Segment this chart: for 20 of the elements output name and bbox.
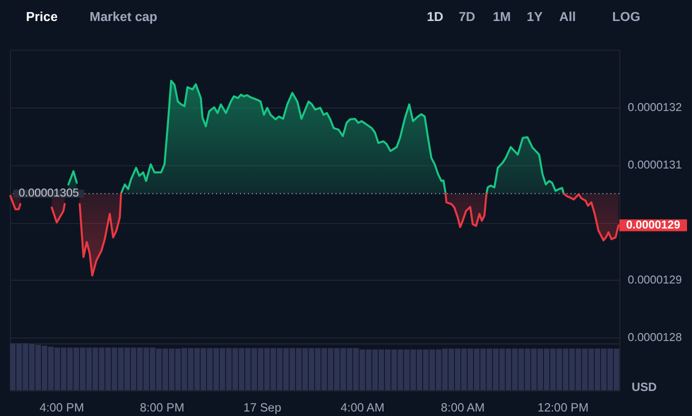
text: 7D [458, 8, 476, 24]
y-tick-label: 0.0000128 [628, 332, 682, 344]
ref-line-label: 0.00001305 [18, 188, 80, 200]
y-tick-label: 0.0000129 [628, 274, 682, 287]
text: 1D [426, 8, 444, 24]
y-tick-label: 0.0000132 [628, 102, 682, 114]
x-tick-label: 8:00 AM [440, 400, 485, 415]
x-tick-label: 12:00 PM [537, 400, 589, 415]
y-tick-label: 0.0000131 [628, 159, 682, 172]
y-axis-title: USD [632, 380, 658, 394]
x-tick-label: 8:00 PM [140, 400, 184, 415]
text: LOG [612, 8, 640, 24]
x-tick-label: 4:00 AM [340, 400, 384, 415]
text: 1Y [526, 8, 543, 24]
text: All [559, 8, 576, 24]
x-tick-label: 4:00 PM [40, 400, 84, 415]
text: Market cap [90, 8, 158, 24]
text: 1M [492, 8, 511, 24]
text: Price [26, 8, 58, 24]
x-tick-label: 17 Sep [243, 400, 282, 415]
